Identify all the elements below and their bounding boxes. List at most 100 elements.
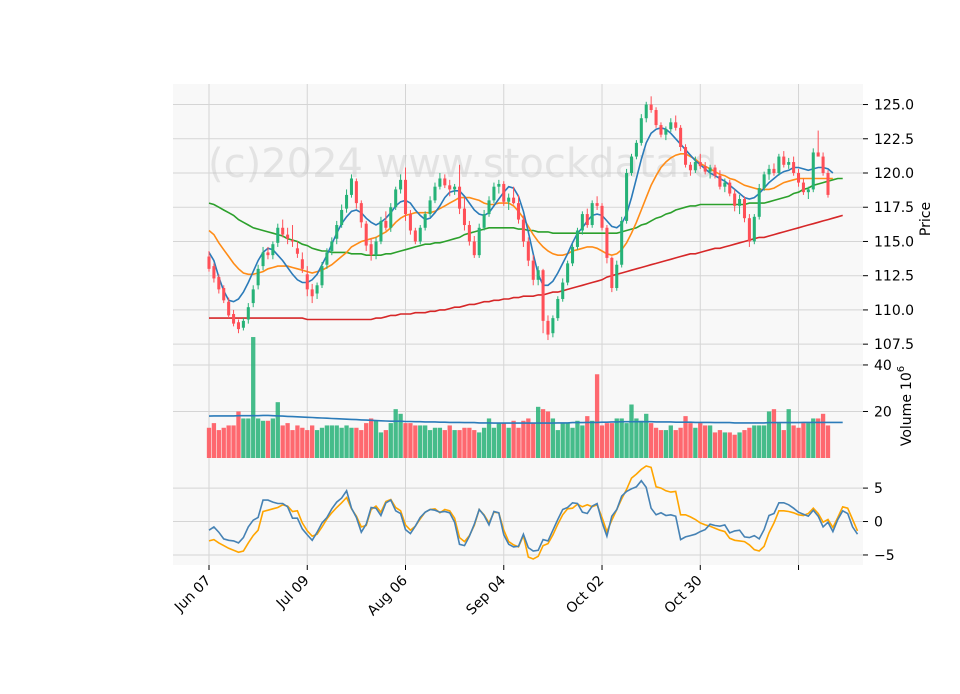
volume-bar	[761, 425, 767, 458]
grid-lines	[173, 84, 863, 565]
volume-ma-line	[208, 414, 843, 424]
candle-body	[738, 199, 742, 206]
volume-bar	[658, 430, 664, 458]
volume-bar	[594, 374, 600, 458]
price-axis-label: Price	[918, 202, 934, 236]
volume-bar	[619, 418, 624, 458]
ma200-path	[209, 214, 843, 321]
candle-body	[728, 182, 732, 194]
candle-body	[698, 162, 702, 167]
volume-bar	[747, 427, 752, 458]
candle-body	[330, 241, 334, 252]
volume-bar	[285, 423, 290, 458]
candle-body	[556, 298, 560, 319]
volume-bar	[231, 425, 236, 458]
volume-bar	[418, 425, 423, 458]
candle-body	[723, 182, 727, 187]
ma-long-line	[208, 177, 843, 256]
volume-bar	[727, 432, 732, 458]
candle-body	[364, 223, 368, 246]
volume-bar	[516, 427, 521, 458]
candlesticks	[207, 96, 830, 341]
candle-body	[595, 203, 599, 206]
candle-body	[777, 156, 781, 173]
candle-body	[482, 214, 486, 228]
candle-body	[610, 257, 614, 289]
candle-body	[276, 227, 280, 243]
volume-bar	[639, 420, 644, 458]
x-tick-label: Oct 02	[563, 573, 607, 617]
volume-bar	[383, 430, 389, 458]
candle-body	[792, 162, 796, 173]
candle-body	[403, 179, 408, 215]
volume-bar	[486, 418, 492, 458]
volume-bar	[766, 411, 772, 458]
candle-body	[757, 188, 761, 217]
candle-body	[620, 220, 624, 265]
volume-bar	[707, 425, 713, 458]
candle-body	[359, 203, 363, 223]
candle-body	[487, 200, 491, 215]
candle-body	[512, 197, 516, 204]
candle-body	[305, 274, 309, 290]
candle-body	[335, 225, 339, 239]
volume-bar	[752, 425, 757, 458]
volume-bar	[388, 423, 393, 458]
volume-bar	[742, 430, 747, 458]
signal-path	[208, 465, 859, 560]
volume-bar	[614, 418, 619, 458]
candle-body	[718, 175, 722, 187]
volume-bar	[791, 425, 796, 458]
volume-bar	[575, 420, 580, 458]
volume-bar	[526, 418, 531, 458]
price-tick-label: 112.5	[874, 269, 914, 285]
volume-bar	[324, 425, 330, 458]
candle-body	[433, 186, 437, 201]
candle-body	[826, 173, 830, 195]
volume-bar	[501, 423, 506, 458]
volume-bar	[496, 423, 502, 458]
volume-bar	[624, 423, 629, 458]
candle-body	[222, 288, 226, 301]
volume-bar	[339, 427, 344, 458]
volume-bar	[776, 423, 782, 458]
candle-body	[443, 178, 447, 186]
candle-body	[688, 164, 692, 171]
candle-body	[674, 122, 678, 128]
candle-body	[742, 199, 747, 219]
candle-body	[703, 166, 707, 172]
volume-bar	[364, 423, 369, 458]
candle-body	[536, 270, 540, 280]
candle-body	[477, 227, 481, 256]
volume-bar	[693, 427, 698, 458]
candle-body	[266, 252, 270, 256]
x-tick-label: Jun 07	[171, 573, 214, 616]
volume-bar	[413, 425, 418, 458]
candle-body	[379, 220, 383, 242]
volume-bar	[648, 423, 654, 458]
volume-bar	[698, 423, 703, 458]
volume-bar	[506, 427, 511, 458]
candle-body	[295, 248, 299, 254]
candle-body	[502, 183, 506, 202]
volume-bar	[265, 420, 271, 458]
candle-body	[615, 264, 619, 289]
x-tick-label: Oct 30	[662, 573, 706, 617]
volume-bar	[211, 423, 217, 458]
volume-bar	[511, 420, 516, 458]
candle-body	[453, 186, 457, 190]
volume-bar	[663, 430, 669, 458]
volume-bar	[722, 432, 727, 458]
volume-bar	[796, 427, 801, 458]
volume-bar	[314, 430, 320, 458]
candle-body	[639, 118, 643, 143]
candle-body	[251, 289, 255, 304]
volume-bar	[319, 427, 325, 458]
candle-body	[664, 129, 668, 135]
volume-bar	[806, 423, 811, 458]
volume-bar	[452, 430, 457, 458]
candle-body	[428, 200, 432, 215]
candle-body	[300, 259, 304, 269]
volume-bar	[393, 409, 398, 458]
